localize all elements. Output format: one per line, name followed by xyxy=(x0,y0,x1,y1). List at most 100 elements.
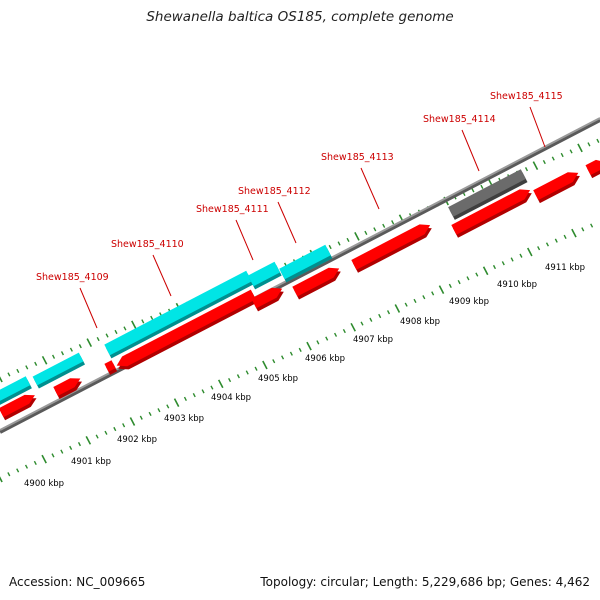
gene-leader-line xyxy=(461,129,480,172)
lower-minor-tick xyxy=(422,295,426,300)
other-cds-block-body[interactable] xyxy=(279,244,331,280)
upper-major-tick xyxy=(0,376,3,383)
lower-minor-tick xyxy=(69,445,73,450)
lower-major-tick xyxy=(306,341,312,351)
upper-minor-tick xyxy=(542,159,546,165)
lower-major-tick xyxy=(571,228,577,238)
gene-label: Shew185_4111 xyxy=(196,204,269,215)
cds-arrow[interactable] xyxy=(533,172,580,204)
lower-minor-tick xyxy=(378,313,382,319)
lower-minor-tick xyxy=(60,449,64,454)
upper-minor-tick xyxy=(51,354,56,359)
upper-minor-tick xyxy=(78,344,82,349)
cds-arrow-body[interactable] xyxy=(104,360,116,372)
upper-minor-tick xyxy=(569,149,573,154)
lower-minor-tick xyxy=(590,223,594,228)
lower-minor-tick xyxy=(201,389,205,394)
lower-minor-tick xyxy=(316,340,320,345)
lower-minor-tick xyxy=(245,370,249,375)
gene-label: Shew185_4109 xyxy=(36,272,109,283)
other-cds-block[interactable] xyxy=(32,352,85,389)
other-cds-block[interactable] xyxy=(279,244,333,283)
cds-arrow[interactable] xyxy=(251,287,284,312)
kbp-label: 4910 kbp xyxy=(497,280,537,290)
lower-minor-tick xyxy=(386,310,391,315)
kbp-label: 4900 kbp xyxy=(24,479,64,489)
kbp-label: 4901 kbp xyxy=(71,457,111,467)
lower-minor-tick xyxy=(457,279,461,285)
accession-text: Accession: NC_009665 xyxy=(9,575,146,589)
other-cds-block-body[interactable] xyxy=(104,270,252,356)
cds-arrow-body[interactable] xyxy=(533,172,579,200)
lower-major-tick xyxy=(394,304,401,313)
other-cds-block[interactable] xyxy=(247,261,282,290)
cds-arrow-body[interactable] xyxy=(292,267,340,297)
lower-minor-tick xyxy=(448,283,452,288)
lower-minor-tick xyxy=(360,321,364,326)
lower-minor-tick xyxy=(537,246,541,251)
upper-major-tick xyxy=(354,232,360,241)
upper-minor-tick xyxy=(69,347,73,352)
gene-leader-line xyxy=(277,201,297,244)
misc-feature-block[interactable] xyxy=(448,169,528,220)
lower-minor-tick xyxy=(413,298,417,304)
cds-arrow-body[interactable] xyxy=(451,189,531,235)
lower-minor-tick xyxy=(113,426,117,432)
cds-arrow[interactable] xyxy=(0,394,37,421)
upper-minor-tick xyxy=(346,237,350,243)
upper-minor-tick xyxy=(587,142,591,147)
cds-arrow-body[interactable] xyxy=(116,289,256,367)
upper-major-tick xyxy=(131,320,137,330)
kbp-label: 4907 kbp xyxy=(353,335,393,345)
cds-arrow-body[interactable] xyxy=(0,394,35,418)
lower-major-tick xyxy=(85,435,92,445)
cds-arrow[interactable] xyxy=(292,267,341,300)
gene-leader-line xyxy=(79,287,98,329)
other-cds-block-body[interactable] xyxy=(247,261,281,287)
lower-minor-tick xyxy=(519,253,523,258)
lower-minor-tick xyxy=(166,404,170,409)
upper-minor-tick xyxy=(34,361,38,366)
lower-minor-tick xyxy=(369,317,373,322)
upper-minor-tick xyxy=(337,241,341,246)
lower-minor-tick xyxy=(581,227,585,232)
upper-minor-tick xyxy=(141,319,145,324)
lower-minor-tick xyxy=(157,408,161,413)
upper-minor-tick xyxy=(7,372,11,377)
lower-major-tick xyxy=(41,454,47,464)
cds-arrow[interactable] xyxy=(116,289,258,370)
upper-minor-tick xyxy=(150,315,154,320)
lower-minor-tick xyxy=(210,385,214,390)
cds-arrow-body[interactable] xyxy=(251,287,283,309)
upper-major-tick xyxy=(41,355,48,365)
lower-major-tick xyxy=(173,398,180,408)
lower-minor-tick xyxy=(475,272,479,277)
feature-track[interactable] xyxy=(0,159,600,421)
other-cds-block[interactable] xyxy=(104,270,254,359)
other-cds-block[interactable] xyxy=(0,376,32,405)
cds-arrow[interactable] xyxy=(104,360,118,375)
misc-feature-block-body[interactable] xyxy=(448,169,526,217)
cds-arrow[interactable] xyxy=(585,159,600,179)
lower-major-tick xyxy=(262,360,268,370)
cds-arrow[interactable] xyxy=(53,378,82,399)
lower-minor-tick xyxy=(501,261,505,266)
upper-minor-tick xyxy=(16,368,20,374)
cds-arrow[interactable] xyxy=(351,224,432,273)
lower-minor-tick xyxy=(289,351,293,356)
lower-major-tick xyxy=(217,379,224,389)
kbp-label: 4908 kbp xyxy=(400,317,440,327)
other-cds-block-body[interactable] xyxy=(32,352,84,386)
cds-arrow-body[interactable] xyxy=(53,378,81,396)
lower-minor-tick xyxy=(51,453,55,458)
lower-minor-tick xyxy=(16,468,20,473)
upper-minor-tick xyxy=(364,230,368,235)
lower-minor-tick xyxy=(272,359,276,364)
lower-minor-tick xyxy=(325,336,329,341)
cds-arrow-body[interactable] xyxy=(351,224,431,270)
cds-arrow[interactable] xyxy=(451,189,532,238)
gene-leader-line xyxy=(360,167,380,210)
cds-arrow-body[interactable] xyxy=(585,159,600,175)
other-cds-block-body[interactable] xyxy=(0,376,31,401)
